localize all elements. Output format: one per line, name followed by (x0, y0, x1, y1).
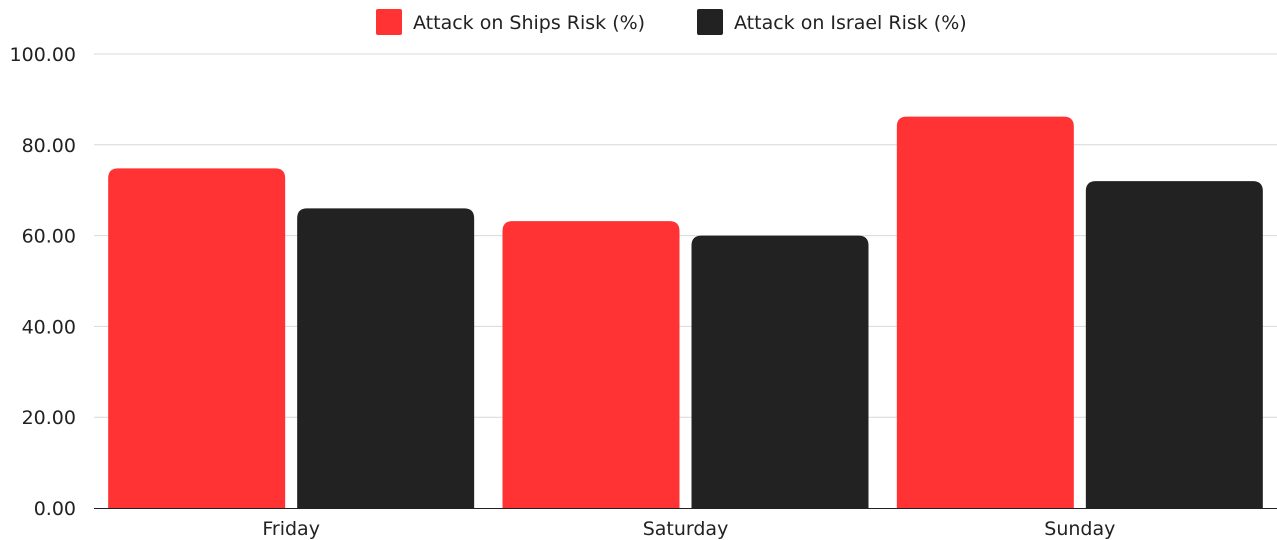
bar-ships-saturday (502, 221, 680, 508)
y-tick-label: 20.00 (22, 407, 76, 429)
y-tick-label: 40.00 (22, 316, 76, 338)
x-tick-label: Saturday (643, 518, 729, 540)
x-tick-label: Friday (262, 518, 320, 540)
x-tick-label: Sunday (1044, 518, 1115, 540)
legend-swatch (697, 9, 723, 35)
legend-item: Attack on Israel Risk (%) (697, 9, 967, 35)
legend-item: Attack on Ships Risk (%) (376, 9, 645, 35)
bar-israel-friday (297, 208, 475, 509)
bars (108, 116, 1263, 509)
y-tick-label: 0.00 (34, 498, 76, 520)
y-tick-label: 80.00 (22, 135, 76, 157)
legend-label: Attack on Ships Risk (%) (413, 12, 645, 34)
legend-label: Attack on Israel Risk (%) (734, 12, 967, 34)
bar-ships-sunday (896, 116, 1074, 508)
x-axis-ticks: Friday Saturday Sunday (262, 518, 1115, 540)
gridlines (94, 53, 1277, 418)
y-axis-ticks: 0.00 20.00 40.00 60.00 80.00 100.00 (10, 44, 76, 520)
y-tick-label: 100.00 (10, 44, 76, 66)
bar-ships-friday (108, 168, 286, 508)
y-tick-label: 60.00 (22, 226, 76, 248)
bar-israel-sunday (1085, 181, 1263, 508)
legend: Attack on Ships Risk (%) Attack on Israel… (376, 9, 967, 35)
legend-swatch (376, 9, 402, 35)
bar-israel-saturday (691, 235, 869, 508)
